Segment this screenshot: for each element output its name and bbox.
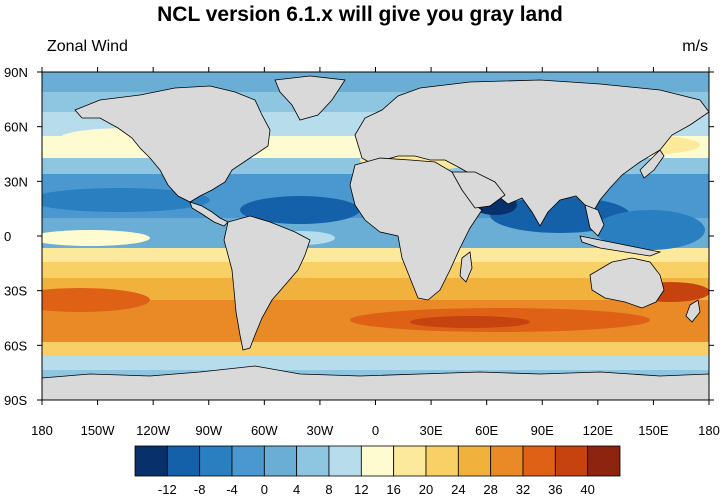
colorbar-swatch bbox=[134, 445, 168, 477]
colorbar-swatch bbox=[457, 445, 492, 477]
arabia-land bbox=[451, 171, 506, 209]
lon-tick-label: 180 bbox=[31, 423, 53, 438]
colorbar-label: -12 bbox=[158, 482, 177, 496]
colorbar-label: 36 bbox=[548, 482, 562, 496]
lon-tick-label: 0 bbox=[372, 423, 379, 438]
lon-tick-label: 90W bbox=[195, 423, 222, 438]
plot-title: NCL version 6.1.x will give you gray lan… bbox=[157, 3, 563, 26]
colorbar-swatch bbox=[199, 445, 233, 477]
colorbar-label: 4 bbox=[293, 482, 300, 496]
colorbar-label: 12 bbox=[354, 482, 368, 496]
colorbar-swatch bbox=[393, 445, 427, 477]
lat-tick-label: 90S bbox=[4, 393, 27, 408]
trade-wind-core-pacific bbox=[42, 188, 210, 212]
band-subtropics-south bbox=[42, 248, 709, 262]
colorbar-swatch bbox=[587, 445, 621, 477]
lat-tick-label: 60S bbox=[4, 338, 27, 353]
south-america-land bbox=[223, 215, 311, 351]
new-zealand-land bbox=[685, 299, 701, 323]
japan-land bbox=[639, 149, 665, 179]
lon-tick-label: 150E bbox=[638, 423, 669, 438]
jet-max-indian bbox=[410, 316, 530, 328]
colorbar-swatch bbox=[490, 445, 524, 477]
lon-tick-label: 120W bbox=[136, 423, 171, 438]
lon-tick-label: 120E bbox=[583, 423, 614, 438]
band-subpolar-south bbox=[42, 356, 709, 370]
equatorial-westerly-pacific bbox=[42, 230, 150, 246]
lat-tick-label: 30S bbox=[4, 284, 27, 299]
jet-core-pacific bbox=[42, 288, 150, 312]
colorbar-label: 20 bbox=[419, 482, 433, 496]
colorbar: -12 -8 -4 0 4 8 12 16 20 24 28 32 36 40 bbox=[134, 445, 621, 496]
colorbar-swatch bbox=[360, 445, 395, 477]
colorbar-swatch bbox=[263, 445, 298, 477]
colorbar-label: 28 bbox=[483, 482, 497, 496]
central-america-land bbox=[189, 201, 229, 227]
variable-label: Zonal Wind bbox=[47, 38, 128, 55]
colorbar-label: 24 bbox=[451, 482, 465, 496]
antarctica-land bbox=[42, 365, 709, 400]
band-jet-poleward bbox=[42, 342, 709, 356]
colorbar-swatch bbox=[231, 445, 265, 477]
band-transition-south bbox=[42, 262, 709, 278]
colorbar-label: -4 bbox=[226, 482, 238, 496]
lon-tick-label: 60W bbox=[251, 423, 278, 438]
colorbar-label: 16 bbox=[386, 482, 400, 496]
band-jet-edge bbox=[42, 278, 709, 300]
land-masses bbox=[42, 75, 709, 400]
colorbar-label: 0 bbox=[261, 482, 268, 496]
africa-land bbox=[349, 157, 483, 301]
lat-tick-label: 60N bbox=[4, 120, 28, 135]
colorbar-swatch bbox=[522, 445, 556, 477]
colorbar-label: 8 bbox=[325, 482, 332, 496]
southeast-asia-land bbox=[584, 204, 605, 237]
indonesia-land bbox=[579, 235, 662, 257]
lat-tick-label: 30N bbox=[4, 174, 28, 189]
lon-tick-label: 90E bbox=[531, 423, 554, 438]
north-america-land bbox=[74, 85, 271, 203]
lat-tick-label: 90N bbox=[4, 65, 28, 80]
lat-tick-label: 0 bbox=[4, 229, 11, 244]
australia-land bbox=[589, 257, 665, 309]
west-pacific-core bbox=[595, 210, 705, 250]
colorbar-swatch bbox=[296, 445, 330, 477]
colorbar-swatch bbox=[328, 445, 362, 477]
longitude-axis: 180 150W 120W 90W 60W 30W 0 30E 60E 90E 120E 150E 18… bbox=[31, 67, 720, 438]
colorbar-label: -8 bbox=[194, 482, 206, 496]
lon-tick-label: 150W bbox=[81, 423, 116, 438]
greenland-land bbox=[274, 75, 346, 121]
madagascar-land bbox=[459, 251, 473, 283]
colorbar-swatch bbox=[554, 445, 589, 477]
colorbar-swatch bbox=[166, 445, 201, 477]
trade-wind-core-atlantic bbox=[240, 196, 360, 224]
lon-tick-label: 30W bbox=[307, 423, 334, 438]
lon-tick-label: 60E bbox=[475, 423, 498, 438]
colorbar-swatch bbox=[425, 445, 459, 477]
colorbar-label: 40 bbox=[580, 482, 594, 496]
lon-tick-label: 30E bbox=[420, 423, 443, 438]
units-label: m/s bbox=[682, 38, 708, 55]
lon-tick-label: 180 bbox=[698, 423, 720, 438]
latitude-axis: 90N 60N 30N 0 30S 60S 90S bbox=[4, 65, 714, 408]
colorbar-label: 32 bbox=[516, 482, 530, 496]
